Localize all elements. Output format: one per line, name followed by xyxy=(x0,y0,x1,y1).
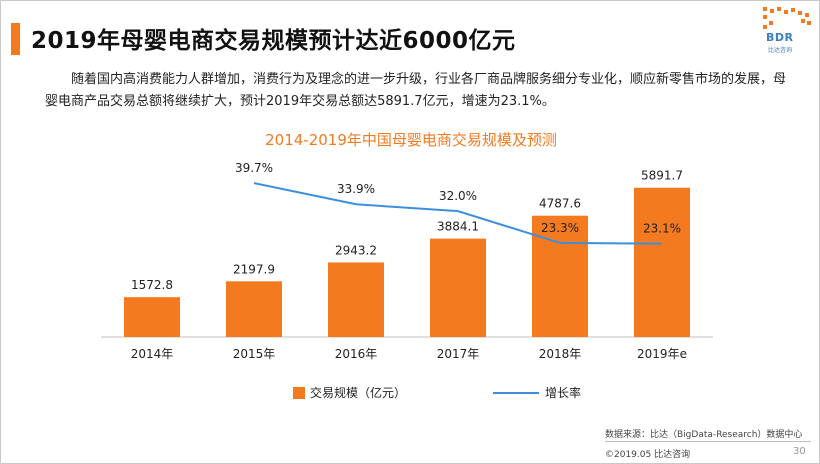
x-tick-label-3: 2017年 xyxy=(437,347,480,361)
bar-2 xyxy=(328,262,384,337)
legend-bar-label: 交易规模（亿元） xyxy=(310,385,406,400)
bdr-logo-icon xyxy=(763,7,811,29)
bar-1 xyxy=(226,281,282,337)
summary-paragraph: 随着国内高消费能力人群增加，消费行为及理念的进一步升级，行业各厂商品牌服务细分专… xyxy=(45,72,787,109)
chart: 2014-2019年中国母婴电商交易规模及预测 1572.8 2014年 2197.9… xyxy=(101,131,713,400)
bar-value-label-1: 2197.9 xyxy=(233,262,275,276)
bar-5 xyxy=(634,187,690,337)
bar-3 xyxy=(430,238,486,337)
logo-text: BDR xyxy=(766,31,794,44)
x-tick-label-5: 2019年e xyxy=(637,347,687,361)
growth-rate-line xyxy=(253,182,663,245)
bar-value-label-4: 4787.6 xyxy=(539,197,581,211)
chart-title: 2014-2019年中国母婴电商交易规模及预测 xyxy=(265,131,557,149)
growth-rate-label-3: 32.0% xyxy=(439,189,477,203)
x-tick-label-1: 2015年 xyxy=(233,347,276,361)
page-title: 2019年母婴电商交易规模预计达近6000亿元 xyxy=(31,28,516,54)
bar-value-label-2: 2943.2 xyxy=(335,243,377,257)
bar-value-label-3: 3884.1 xyxy=(437,220,479,234)
x-tick-label-2: 2016年 xyxy=(335,347,378,361)
growth-rate-label-4: 23.3% xyxy=(541,221,579,235)
legend-line-label: 增长率 xyxy=(545,385,581,400)
growth-rate-label-2: 33.9% xyxy=(337,182,375,196)
x-tick-label-4: 2018年 xyxy=(539,347,582,361)
bar-0 xyxy=(124,297,180,337)
bar-value-label-0: 1572.8 xyxy=(131,278,173,292)
legend-bar-swatch xyxy=(293,387,305,399)
bar-4 xyxy=(532,215,588,337)
footer-divider xyxy=(605,441,811,442)
x-tick-label-0: 2014年 xyxy=(131,347,174,361)
bar-value-label-5: 5891.7 xyxy=(641,169,683,183)
page-number: 30 xyxy=(793,446,806,457)
logo-subtext: 比达咨询 xyxy=(768,47,793,54)
copyright: ©2019.05 比达咨询 xyxy=(605,450,691,460)
growth-rate-label-5: 23.1% xyxy=(643,222,681,236)
title-accent-bar xyxy=(11,23,20,55)
growth-rate-label-1: 39.7% xyxy=(235,161,273,175)
data-source: 数据来源：比达（BigData-Research）数据中心 xyxy=(605,430,803,440)
